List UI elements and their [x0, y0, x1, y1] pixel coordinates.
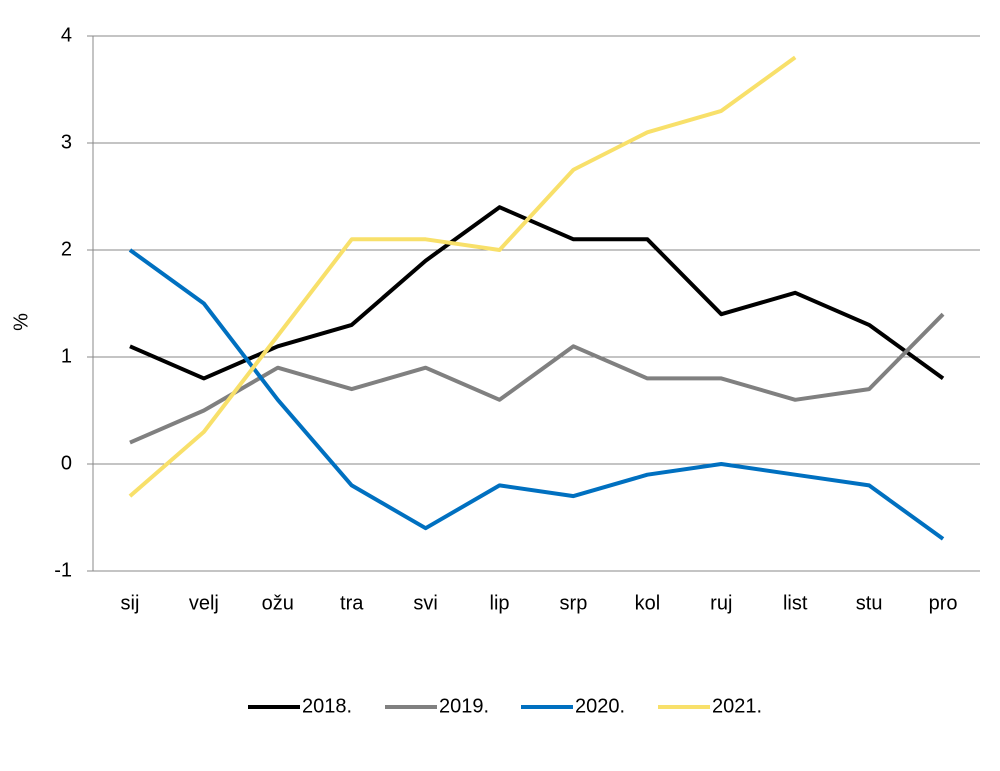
y-tick-label: 2	[61, 238, 72, 260]
x-tick-label: lip	[490, 592, 510, 614]
series-line	[129, 312, 945, 445]
series-line	[128, 248, 945, 541]
x-tick-label: ruj	[710, 592, 732, 614]
x-tick-label: stu	[856, 592, 883, 614]
legend-label: 2021.	[712, 695, 762, 717]
x-tick-label: tra	[340, 592, 364, 614]
y-tick-label: -1	[54, 559, 72, 581]
y-tick-label: 3	[61, 131, 72, 153]
x-tick-label: ožu	[262, 592, 294, 614]
y-tick-label: 4	[61, 24, 72, 46]
x-tick-label: svi	[413, 592, 437, 614]
legend-label: 2019.	[439, 695, 489, 717]
x-tick-label: srp	[560, 592, 588, 614]
y-tick-label: 0	[61, 452, 72, 474]
x-tick-label: kol	[635, 592, 661, 614]
series-line	[128, 55, 797, 498]
x-tick-label: pro	[929, 592, 958, 614]
x-tick-label: list	[783, 592, 808, 614]
y-axis-label: %	[10, 313, 32, 331]
x-tick-label: velj	[189, 592, 219, 614]
x-tick-label: sij	[121, 592, 140, 614]
legend-label: 2020.	[575, 695, 625, 717]
y-tick-label: 1	[61, 345, 72, 367]
legend-label: 2018.	[302, 695, 352, 717]
series-line	[129, 205, 945, 381]
